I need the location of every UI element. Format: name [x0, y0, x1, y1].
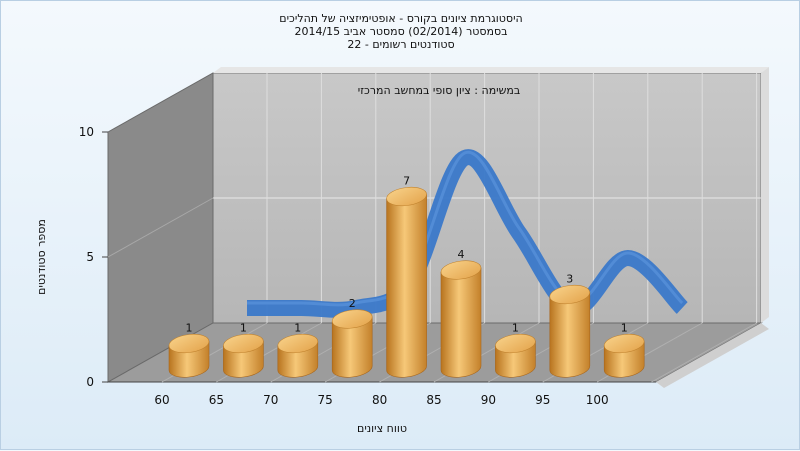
side-gridline [107, 197, 214, 258]
bar-cap [331, 309, 373, 329]
bar-body [386, 194, 427, 378]
floor-gridline [651, 322, 757, 383]
bar-cap [440, 260, 482, 280]
bar-body [440, 267, 482, 378]
bar-cap [495, 333, 536, 354]
bar-cap [386, 186, 427, 207]
x-tick-label: 85 [426, 393, 441, 407]
bar-cap [223, 333, 264, 354]
frame-top [213, 67, 769, 73]
x-tick-label: 65 [209, 393, 224, 407]
chart-title-line-1: היסטוגרמת ציונים בקורס - אופטימיזציה של … [279, 12, 523, 25]
chart-title-line-2: בסמסטר (02/2014) סמסטר אביב 2014/15 [294, 25, 508, 38]
y-axis-title: מספר סטודנטים [35, 219, 48, 295]
bar-70: 1 [277, 322, 319, 378]
bar-60: 1 [168, 322, 210, 378]
bar-value-label: 4 [458, 248, 465, 261]
x-tick-label: 90 [481, 393, 496, 407]
bar-cap [549, 284, 591, 305]
bar-value-label: 1 [512, 322, 519, 335]
y-tick-label: 10 [79, 125, 94, 139]
bar-value-label: 1 [294, 322, 301, 335]
bar-cap [277, 333, 319, 354]
x-axis-title: טווח ציונים [357, 422, 407, 435]
distribution-curve-highlight [247, 150, 684, 307]
x-tick-label: 100 [586, 393, 609, 407]
bar-value-label: 1 [240, 322, 247, 335]
x-tick-label: 70 [263, 393, 278, 407]
bar-value-label: 2 [349, 297, 356, 310]
bar-80: 7 [386, 175, 427, 378]
floor-edge [656, 323, 769, 388]
distribution-curve [246, 149, 689, 318]
bar-body [331, 316, 373, 378]
x-tick-label: 80 [372, 393, 387, 407]
x-tick-label: 60 [154, 393, 169, 407]
y-tick-label: 0 [86, 375, 94, 389]
bar-cap [603, 333, 645, 354]
bar-85: 4 [440, 248, 482, 378]
y-tick-label: 5 [86, 250, 94, 264]
x-tick-label: 95 [535, 393, 550, 407]
bar-value-label: 3 [566, 273, 573, 286]
x-tick-label: 75 [318, 393, 333, 407]
bar-cap [168, 333, 210, 354]
chart-subtitle: במשימה : ציון סופי במחשב המרכזי [358, 84, 521, 97]
bar-value-label: 1 [186, 322, 193, 335]
bar-90: 1 [495, 322, 536, 378]
bar-value-label: 7 [403, 175, 410, 188]
chart-title-line-3: סטודנטים רשומים - 22 [347, 38, 455, 51]
bar-95: 3 [549, 273, 591, 378]
bar-body [549, 292, 591, 378]
bar-65: 1 [223, 322, 264, 378]
bar-value-label: 1 [621, 322, 628, 335]
frame-right [761, 67, 769, 323]
bar-75: 2 [331, 297, 373, 378]
bar-100: 1 [603, 322, 645, 378]
